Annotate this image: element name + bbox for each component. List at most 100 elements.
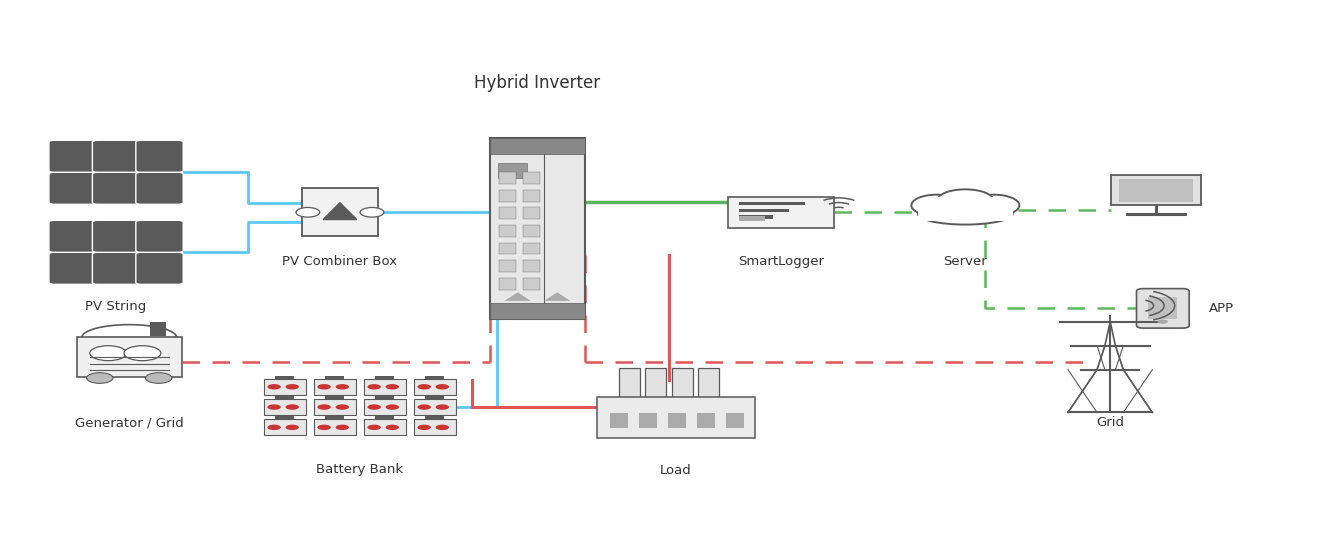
- Bar: [523, 278, 541, 289]
- Text: Generator / Grid: Generator / Grid: [76, 416, 184, 429]
- Circle shape: [367, 384, 380, 390]
- FancyBboxPatch shape: [49, 172, 97, 204]
- Bar: [375, 376, 394, 379]
- Bar: [918, 210, 1012, 221]
- Bar: [425, 416, 444, 420]
- Bar: [739, 216, 772, 219]
- FancyBboxPatch shape: [49, 140, 97, 172]
- Bar: [523, 225, 541, 237]
- Bar: [500, 172, 517, 184]
- Text: Server: Server: [943, 255, 987, 268]
- Bar: [413, 379, 456, 395]
- Bar: [668, 414, 686, 428]
- Text: Battery Bank: Battery Bank: [317, 463, 403, 476]
- Bar: [150, 322, 166, 337]
- Bar: [363, 399, 405, 415]
- Bar: [375, 396, 394, 399]
- Polygon shape: [505, 292, 531, 301]
- Circle shape: [436, 424, 449, 430]
- Bar: [363, 379, 405, 395]
- Bar: [523, 190, 541, 202]
- Bar: [326, 396, 344, 399]
- Bar: [500, 260, 517, 272]
- Bar: [523, 243, 541, 254]
- Circle shape: [268, 384, 281, 390]
- Bar: [490, 138, 584, 319]
- Bar: [729, 197, 833, 228]
- Bar: [739, 216, 766, 221]
- Bar: [500, 190, 517, 202]
- Circle shape: [386, 424, 399, 430]
- Bar: [326, 416, 344, 420]
- Circle shape: [386, 384, 399, 390]
- Ellipse shape: [938, 189, 992, 211]
- Bar: [726, 414, 745, 428]
- Circle shape: [417, 424, 431, 430]
- Circle shape: [318, 424, 331, 430]
- Circle shape: [146, 373, 172, 383]
- Bar: [314, 420, 355, 435]
- Text: Hybrid Inverter: Hybrid Inverter: [474, 74, 600, 92]
- Bar: [500, 278, 517, 289]
- Bar: [739, 209, 788, 212]
- FancyBboxPatch shape: [136, 140, 183, 172]
- Circle shape: [1158, 320, 1169, 324]
- Bar: [639, 414, 657, 428]
- FancyBboxPatch shape: [49, 253, 97, 285]
- Circle shape: [285, 384, 299, 390]
- Circle shape: [386, 404, 399, 410]
- FancyBboxPatch shape: [302, 188, 378, 236]
- Circle shape: [417, 384, 431, 390]
- Circle shape: [90, 346, 127, 360]
- Bar: [264, 399, 306, 415]
- Bar: [276, 416, 294, 420]
- Bar: [500, 225, 517, 237]
- Ellipse shape: [970, 195, 1019, 216]
- FancyBboxPatch shape: [93, 172, 139, 204]
- Circle shape: [318, 404, 331, 410]
- Bar: [596, 397, 755, 437]
- Polygon shape: [323, 203, 356, 220]
- Circle shape: [285, 404, 299, 410]
- Bar: [500, 243, 517, 254]
- Bar: [264, 379, 306, 395]
- Bar: [1120, 179, 1192, 202]
- FancyBboxPatch shape: [93, 253, 139, 285]
- Text: Load: Load: [660, 464, 692, 477]
- Text: APP: APP: [1208, 302, 1234, 315]
- Circle shape: [367, 404, 380, 410]
- Bar: [645, 368, 666, 400]
- Bar: [523, 172, 541, 184]
- Circle shape: [436, 404, 449, 410]
- FancyBboxPatch shape: [1137, 288, 1189, 328]
- Ellipse shape: [922, 194, 1008, 220]
- Bar: [698, 368, 719, 400]
- Bar: [619, 368, 640, 400]
- Bar: [498, 163, 527, 178]
- Bar: [375, 416, 394, 420]
- FancyBboxPatch shape: [93, 140, 139, 172]
- Bar: [739, 202, 804, 205]
- Bar: [500, 208, 517, 219]
- Circle shape: [360, 208, 384, 217]
- Bar: [425, 396, 444, 399]
- FancyBboxPatch shape: [136, 220, 183, 253]
- Bar: [697, 414, 716, 428]
- Bar: [523, 208, 541, 219]
- Bar: [314, 399, 355, 415]
- Bar: [490, 138, 584, 153]
- FancyBboxPatch shape: [136, 172, 183, 204]
- Bar: [413, 399, 456, 415]
- Bar: [1149, 296, 1178, 319]
- Circle shape: [86, 373, 113, 383]
- Circle shape: [436, 384, 449, 390]
- Circle shape: [268, 404, 281, 410]
- Bar: [264, 420, 306, 435]
- Circle shape: [417, 404, 431, 410]
- Bar: [363, 420, 405, 435]
- Bar: [413, 420, 456, 435]
- Circle shape: [335, 424, 348, 430]
- Bar: [610, 414, 628, 428]
- Bar: [1112, 175, 1200, 205]
- Bar: [77, 338, 182, 377]
